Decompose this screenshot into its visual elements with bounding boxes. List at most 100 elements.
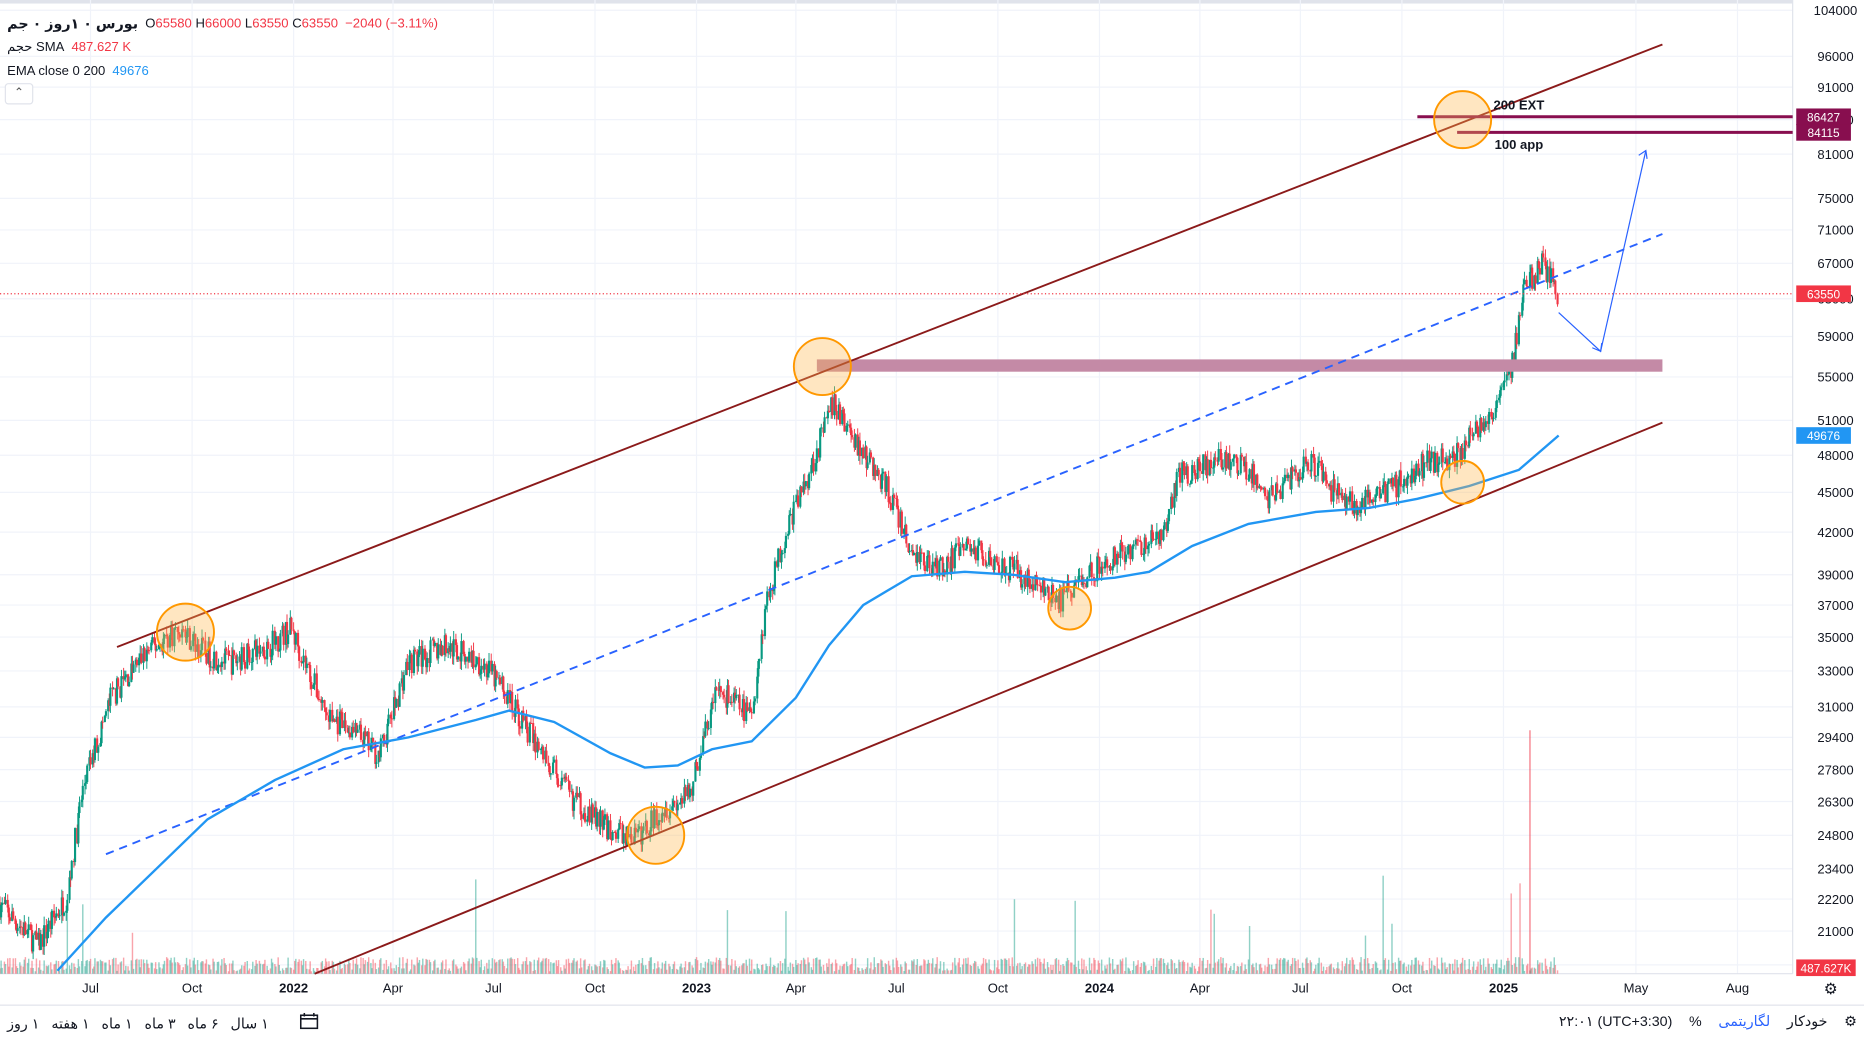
volume-bar bbox=[560, 967, 562, 974]
settings-gear-icon[interactable]: ⚙ bbox=[1844, 1012, 1857, 1030]
volume-bar bbox=[1108, 957, 1111, 974]
candle-body bbox=[1227, 453, 1230, 469]
volume-bar bbox=[919, 965, 922, 974]
volume-bar bbox=[279, 970, 282, 974]
candle-body bbox=[1144, 537, 1147, 550]
candle-body bbox=[298, 646, 301, 661]
volume-bar bbox=[177, 962, 179, 974]
volume-bar bbox=[252, 961, 254, 974]
volume-bar bbox=[1236, 965, 1239, 974]
volume-bar bbox=[142, 959, 145, 974]
axis-settings-icon[interactable]: ⚙ bbox=[1824, 981, 1838, 998]
candle-body bbox=[483, 663, 486, 670]
percent-toggle[interactable]: % bbox=[1689, 1012, 1702, 1030]
ema-price-badge bbox=[1796, 427, 1851, 444]
volume-bar bbox=[417, 962, 420, 974]
highlight-circle[interactable] bbox=[792, 337, 852, 396]
volume-bar bbox=[1078, 968, 1081, 974]
candle-body bbox=[501, 676, 504, 685]
volume-bar bbox=[592, 970, 594, 974]
candle-body bbox=[973, 547, 976, 555]
volume-bar bbox=[748, 958, 751, 974]
candle-body bbox=[1461, 447, 1464, 459]
volume-bar bbox=[1407, 964, 1410, 974]
candle-body bbox=[864, 446, 867, 459]
candle-body bbox=[1035, 575, 1038, 585]
candle-body bbox=[1521, 302, 1524, 316]
projection-path[interactable] bbox=[1558, 150, 1647, 353]
ema-200-line[interactable] bbox=[56, 434, 1560, 972]
volume-bar bbox=[1413, 964, 1415, 974]
candle-body bbox=[1531, 267, 1534, 289]
range-1d[interactable]: ۱ روز bbox=[7, 1014, 40, 1032]
volume-bar bbox=[986, 962, 988, 974]
range-1y[interactable]: ۱ سال bbox=[230, 1014, 269, 1032]
volume-bar bbox=[460, 966, 463, 974]
volume-bar bbox=[526, 964, 529, 974]
ema-row[interactable]: EMA close 0 200 49676 bbox=[7, 59, 438, 83]
collapse-legend-button[interactable]: ⌃ bbox=[4, 83, 34, 105]
candle-body bbox=[1415, 463, 1418, 476]
volume-bar bbox=[1132, 961, 1135, 974]
candle-body bbox=[834, 394, 837, 411]
highlight-circle[interactable] bbox=[1047, 585, 1092, 631]
range-1w[interactable]: ۱ هفته bbox=[51, 1014, 90, 1032]
candle-body bbox=[1129, 544, 1132, 560]
channel-upper-line[interactable] bbox=[116, 43, 1663, 648]
candle-body bbox=[1506, 374, 1509, 376]
volume-row[interactable]: حجم SMA 487.627 K bbox=[7, 36, 438, 60]
range-3m[interactable]: ۳ ماه bbox=[144, 1014, 176, 1032]
volume-bar bbox=[204, 963, 207, 974]
volume-bar bbox=[441, 960, 444, 974]
volume-bar bbox=[965, 958, 967, 974]
candle-body bbox=[1072, 585, 1076, 598]
candle-body bbox=[1119, 543, 1122, 559]
calendar-icon[interactable] bbox=[300, 1012, 319, 1033]
highlight-circle[interactable] bbox=[1433, 90, 1493, 150]
volume-bar bbox=[1046, 962, 1049, 974]
candle-body bbox=[343, 720, 346, 728]
volume-bar bbox=[625, 969, 627, 974]
candle-body bbox=[657, 820, 661, 826]
volume-bar bbox=[714, 962, 717, 974]
candle-body bbox=[517, 708, 520, 727]
price-axis[interactable] bbox=[1792, 0, 1864, 1005]
candle-body bbox=[1111, 566, 1114, 571]
candle-body bbox=[1495, 400, 1498, 408]
volume-bar bbox=[830, 964, 832, 974]
range-6m[interactable]: ۶ ماه bbox=[187, 1014, 219, 1032]
volume-bar bbox=[1306, 957, 1308, 974]
x-tick-label: Apr bbox=[383, 981, 404, 996]
highlight-circle[interactable] bbox=[155, 602, 215, 662]
candles[interactable] bbox=[0, 245, 1559, 960]
highlight-circle[interactable] bbox=[1440, 459, 1485, 505]
candle-body bbox=[644, 821, 647, 827]
volume-bar bbox=[1023, 964, 1026, 974]
range-1m[interactable]: ۱ ماه bbox=[101, 1014, 133, 1032]
candle-body bbox=[1548, 266, 1551, 283]
candle-body bbox=[882, 471, 885, 474]
candle-body bbox=[262, 646, 265, 657]
volume-bar bbox=[519, 969, 521, 974]
channel-mid-dashed-line[interactable] bbox=[105, 233, 1663, 856]
volume-bar bbox=[128, 970, 130, 974]
auto-toggle[interactable]: خودکار bbox=[1786, 1012, 1828, 1030]
resistance-zone[interactable] bbox=[816, 359, 1663, 372]
timezone-label[interactable]: ۲۲:۰۱ (UTC+3:30) bbox=[1558, 1012, 1673, 1030]
volume-bar bbox=[514, 964, 517, 974]
symbol-name[interactable]: بورس ۰ ۱روز ۰ جم bbox=[7, 15, 139, 33]
highlight-circle[interactable] bbox=[626, 805, 686, 865]
volume-bar bbox=[792, 966, 795, 974]
volume-bar bbox=[371, 968, 373, 974]
volume-bar bbox=[565, 959, 567, 974]
candle-body bbox=[891, 494, 895, 510]
candle-body bbox=[1429, 458, 1432, 471]
channel-lower-line[interactable] bbox=[314, 421, 1663, 975]
volume-bar bbox=[390, 962, 392, 974]
candle-body bbox=[93, 738, 97, 761]
price-chart[interactable]: 1040009600091000860008100075000710006700… bbox=[0, 0, 1864, 1005]
log-toggle[interactable]: لگاریتمی bbox=[1718, 1012, 1771, 1030]
volume-bar bbox=[1471, 966, 1474, 974]
volume-bar bbox=[872, 969, 874, 974]
candle-body bbox=[92, 753, 95, 761]
